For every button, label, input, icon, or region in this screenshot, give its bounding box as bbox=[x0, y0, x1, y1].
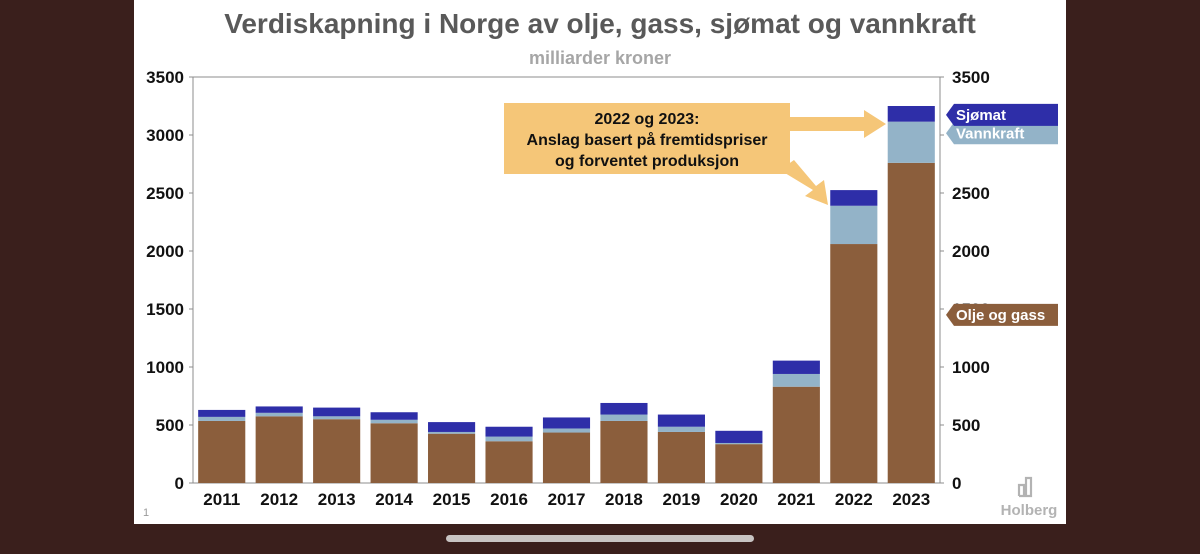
y-tick-label-left: 1500 bbox=[146, 300, 184, 319]
brand: Holberg bbox=[994, 470, 1064, 522]
x-tick-label: 2020 bbox=[720, 490, 758, 509]
y-tick-label-left: 1000 bbox=[146, 358, 184, 377]
y-tick-label-right: 2500 bbox=[952, 184, 990, 203]
legend-tag bbox=[946, 103, 1058, 126]
annotation-arrow-2023 bbox=[790, 110, 886, 138]
bar-sjomat-2015 bbox=[428, 422, 476, 432]
bar-vannkraft-2022 bbox=[830, 205, 878, 245]
bar-olje-og-gass-2023 bbox=[887, 162, 935, 483]
y-tick-label-left: 2500 bbox=[146, 184, 184, 203]
legend-tag bbox=[946, 303, 1058, 326]
y-tick-label-right: 500 bbox=[952, 416, 980, 435]
bar-sjomat-2014 bbox=[370, 412, 418, 420]
bar-vannkraft-2019 bbox=[657, 426, 705, 432]
bar-vannkraft-2020 bbox=[715, 442, 763, 445]
slide: Verdiskapning i Norge av olje, gass, sjø… bbox=[134, 0, 1066, 524]
y-tick-label-right: 3500 bbox=[952, 68, 990, 87]
bar-vannkraft-2023 bbox=[887, 121, 935, 163]
x-tick-label: 2013 bbox=[318, 490, 356, 509]
bar-vannkraft-2014 bbox=[370, 419, 418, 424]
x-tick-label: 2015 bbox=[433, 490, 471, 509]
bar-vannkraft-2017 bbox=[542, 428, 591, 433]
home-indicator[interactable] bbox=[446, 535, 754, 542]
y-tick-label-right: 1000 bbox=[952, 358, 990, 377]
bar-sjomat-2016 bbox=[485, 426, 533, 437]
bar-olje-og-gass-2019 bbox=[657, 431, 705, 483]
bar-sjomat-2022 bbox=[830, 190, 878, 206]
chart-subtitle: milliarder kroner bbox=[528, 48, 672, 68]
bar-vannkraft-2018 bbox=[600, 414, 648, 421]
y-tick-label-left: 3500 bbox=[146, 68, 184, 87]
y-tick-label-left: 3000 bbox=[146, 126, 184, 145]
chart-title: Verdiskapning i Norge av olje, gass, sjø… bbox=[224, 8, 976, 39]
bar-sjomat-2020 bbox=[715, 430, 763, 443]
legend-label: Olje og gass bbox=[956, 307, 1045, 324]
x-tick-label: 2023 bbox=[892, 490, 930, 509]
bar-chart-logo-icon bbox=[1017, 476, 1033, 498]
y-tick-label-left: 500 bbox=[156, 416, 184, 435]
y-tick-label-left: 2000 bbox=[146, 242, 184, 261]
bar-sjomat-2023 bbox=[887, 106, 935, 122]
x-tick-label: 2017 bbox=[548, 490, 586, 509]
x-tick-label: 2016 bbox=[490, 490, 528, 509]
bar-sjomat-2011 bbox=[198, 409, 246, 417]
bar-vannkraft-2012 bbox=[255, 412, 303, 417]
legend-tag bbox=[946, 122, 1058, 145]
bar-sjomat-2017 bbox=[542, 417, 591, 429]
bar-olje-og-gass-2017 bbox=[542, 432, 591, 483]
x-tick-label: 2018 bbox=[605, 490, 643, 509]
bar-olje-og-gass-2014 bbox=[370, 423, 418, 483]
legend-label: Vannkraft bbox=[956, 125, 1024, 142]
bar-vannkraft-2013 bbox=[313, 416, 361, 420]
legend-label: Sjømat bbox=[956, 107, 1006, 124]
bar-vannkraft-2016 bbox=[485, 436, 533, 442]
x-tick-label: 2022 bbox=[835, 490, 873, 509]
annotation-text: Anslag basert på fremtidspriser bbox=[527, 131, 768, 149]
bar-vannkraft-2021 bbox=[772, 373, 820, 387]
y-tick-label-right: 0 bbox=[952, 474, 961, 493]
annotation-arrow-2022 bbox=[780, 160, 828, 205]
bar-vannkraft-2011 bbox=[198, 416, 246, 421]
bar-vannkraft-2015 bbox=[428, 431, 476, 434]
bar-olje-og-gass-2013 bbox=[313, 419, 361, 483]
annotation-text: 2022 og 2023: bbox=[595, 111, 700, 128]
bar-olje-og-gass-2018 bbox=[600, 420, 648, 483]
x-tick-label: 2014 bbox=[375, 490, 413, 509]
bar-olje-og-gass-2011 bbox=[198, 420, 246, 483]
x-tick-label: 2011 bbox=[203, 490, 240, 509]
bar-olje-og-gass-2020 bbox=[715, 444, 763, 483]
brand-name: Holberg bbox=[1000, 502, 1058, 519]
bar-sjomat-2018 bbox=[600, 402, 648, 415]
annotation-text: og forventet produksjon bbox=[555, 153, 739, 170]
x-tick-label: 2019 bbox=[663, 490, 701, 509]
bar-sjomat-2019 bbox=[657, 414, 705, 427]
bar-sjomat-2012 bbox=[255, 406, 303, 413]
bar-sjomat-2021 bbox=[772, 360, 820, 374]
x-tick-label: 2021 bbox=[777, 490, 815, 509]
bar-olje-og-gass-2016 bbox=[485, 441, 533, 483]
bar-olje-og-gass-2022 bbox=[830, 244, 878, 483]
stacked-bar-chart: 0050050010001000150015002000200025002500… bbox=[146, 68, 1058, 509]
bar-olje-og-gass-2021 bbox=[772, 386, 820, 483]
annotation-box bbox=[504, 103, 790, 174]
bar-sjomat-2013 bbox=[313, 407, 361, 417]
y-tick-label-right: 2000 bbox=[952, 242, 990, 261]
x-tick-label: 2012 bbox=[260, 490, 298, 509]
bar-olje-og-gass-2015 bbox=[428, 433, 476, 483]
bar-olje-og-gass-2012 bbox=[255, 416, 303, 483]
y-tick-label-left: 0 bbox=[175, 474, 184, 493]
slide-number: 1 bbox=[143, 507, 150, 519]
